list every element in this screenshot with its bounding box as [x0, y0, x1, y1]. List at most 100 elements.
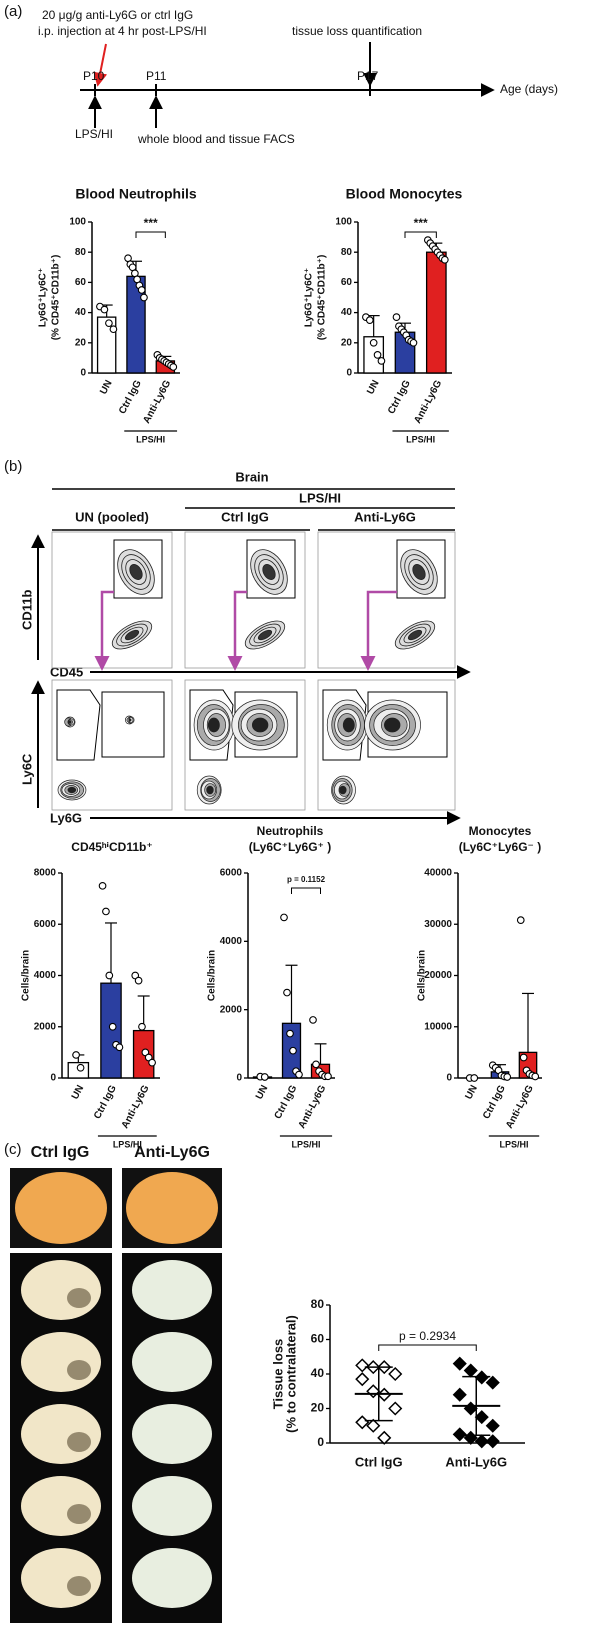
data-point: [463, 1401, 478, 1416]
y-axis-label: Ly6G⁺Ly6C⁺: [304, 268, 315, 327]
contour: [207, 717, 220, 733]
brain-slice: [132, 1404, 212, 1464]
data-point: [137, 286, 146, 294]
contour: [206, 785, 214, 795]
data-point: [286, 1029, 294, 1038]
x-tick-label: Anti-Ly6G: [297, 1083, 329, 1130]
data-point: [452, 1387, 467, 1402]
y-tick-label: 0: [80, 368, 86, 379]
brain-slice: [132, 1332, 212, 1392]
x-tick-label: Ctrl IgG: [355, 1454, 403, 1469]
brain-slice: [132, 1476, 212, 1536]
plot-frame: [51, 531, 173, 669]
brain: [126, 1172, 218, 1244]
significance-bracket: [404, 231, 437, 238]
data-point: [365, 316, 374, 325]
chart-title: Blood Monocytes: [346, 186, 463, 202]
contour: [262, 564, 276, 580]
lesion: [67, 1360, 91, 1380]
data-point: [355, 1415, 370, 1430]
y-tick-label: 20: [75, 337, 87, 348]
lesion: [67, 1288, 91, 1308]
data-point: [470, 1074, 479, 1082]
y-axis-label: (% CD45⁺CD11b⁺): [51, 255, 62, 341]
data-point: [280, 913, 288, 922]
flow-plots: [51, 531, 456, 811]
y-tick-label: 80: [311, 1297, 325, 1311]
plot-frame: [317, 531, 456, 669]
brain-slice: [21, 1476, 101, 1536]
gate-arrow: [94, 590, 114, 671]
data-point: [98, 881, 107, 890]
y-tick-label: 4000: [220, 936, 243, 947]
data-point: [388, 1401, 403, 1416]
data-point: [392, 313, 401, 321]
contour: [342, 717, 355, 733]
data-point: [452, 1427, 467, 1442]
annotation: 20 μg/g anti-Ly6G or ctrl IgG: [42, 8, 193, 22]
bar: [100, 982, 122, 1079]
data-point: [519, 1053, 528, 1062]
data-point: [373, 351, 382, 359]
x-tick-label: Ctrl IgG: [273, 1083, 300, 1121]
data-point: [485, 1375, 500, 1390]
y-tick-label: 100: [69, 217, 86, 228]
y-tick-label: 20: [341, 337, 353, 348]
significance-label: p = 0.2934: [399, 1329, 456, 1343]
contour: [129, 564, 143, 580]
plot-frame: [184, 679, 306, 811]
chart-title: CD45ʰⁱCD11b⁺: [71, 840, 152, 854]
data-point: [516, 916, 525, 925]
group-label: LPS/HI: [113, 1139, 142, 1149]
data-point: [295, 1070, 303, 1079]
significance-bracket: [135, 231, 166, 238]
y-tick-label: 100: [335, 217, 352, 228]
data-point: [289, 1046, 297, 1055]
significance-bracket: [378, 1344, 477, 1351]
brain-slice: [132, 1548, 212, 1608]
data-point: [283, 988, 291, 997]
x-tick-label: Anti-Ly6G: [141, 378, 173, 425]
y-tick-label: 60: [75, 277, 87, 288]
y-tick-label: 8000: [34, 868, 57, 879]
annotation: whole blood and tissue FACS: [137, 132, 295, 146]
y-tick-label: 80: [341, 247, 353, 258]
gate: [56, 689, 101, 761]
significance-label: ***: [414, 216, 428, 230]
group-label: LPS/HI: [136, 434, 165, 444]
y-tick-label: 20000: [424, 970, 452, 981]
data-point: [474, 1410, 489, 1425]
x-tick-label: UN: [70, 1083, 86, 1101]
y-tick-label: 2000: [34, 1021, 57, 1032]
contour: [67, 720, 72, 724]
gate: [396, 539, 446, 599]
brain-slice: [21, 1548, 101, 1608]
y-tick-label: 0: [50, 1073, 56, 1084]
y-tick-label: 60: [311, 1332, 325, 1346]
y-tick-label: 6000: [34, 919, 57, 930]
data-point: [503, 1073, 512, 1081]
y-tick-label: 60: [341, 277, 353, 288]
y-tick-label: 40: [341, 307, 353, 318]
contour: [128, 718, 132, 722]
contour: [407, 629, 423, 641]
panel-label: (a): [4, 3, 22, 20]
lesion: [67, 1504, 91, 1524]
data-point: [134, 976, 143, 985]
contour: [251, 717, 269, 733]
chart-title: (Ly6C⁺Ly6G⁻ ): [459, 840, 541, 854]
x-tick-label: Ctrl IgG: [92, 1083, 119, 1121]
group-label: LPS/HI: [499, 1139, 528, 1149]
gate-arrow: [227, 590, 247, 671]
y-axis-label: (% to contralateral): [283, 1315, 298, 1433]
data-point: [72, 1051, 80, 1059]
y-axis-label: Cells/brain: [21, 950, 32, 1001]
group-label: UN (pooled): [75, 509, 149, 524]
data-point: [76, 1063, 85, 1072]
data-point: [100, 305, 109, 314]
group-label: LPS/HI: [291, 1139, 320, 1149]
x-tick-label: Ctrl IgG: [386, 378, 413, 416]
annotation: i.p. injection at 4 hr post-LPS/HI: [38, 24, 207, 38]
chart-title: Blood Neutrophils: [75, 186, 197, 202]
chart-title: Neutrophils: [257, 824, 324, 838]
